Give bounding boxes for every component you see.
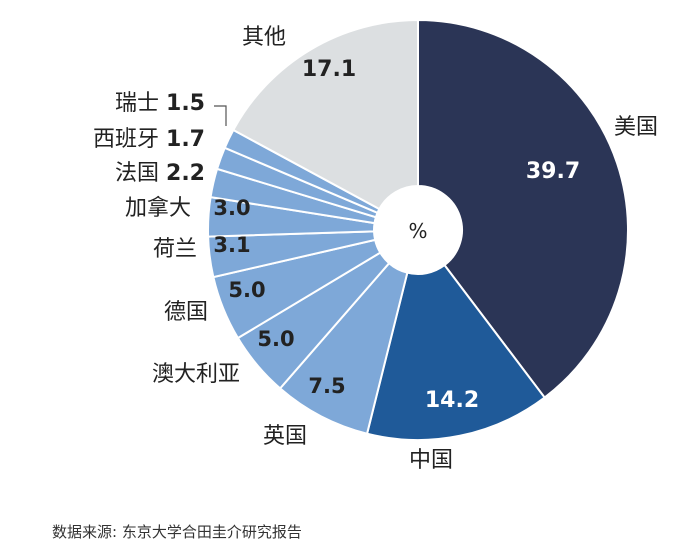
category-value: 1.5 — [166, 91, 205, 116]
category-label-7: 加拿大 — [125, 195, 191, 221]
value-label-11: 17.1 — [302, 57, 356, 82]
category-name: 瑞士 — [115, 91, 166, 116]
value-label-1: 39.7 — [526, 159, 580, 184]
pie-slice-1 — [417, 18, 629, 399]
category-label-9: 西班牙 1.7 — [93, 127, 205, 152]
category-label-10: 瑞士 1.5 — [115, 91, 205, 116]
value-label-2: 14.2 — [425, 388, 479, 413]
pie-slices — [207, 18, 629, 441]
category-label-6: 荷兰 — [153, 237, 197, 262]
leader-line — [214, 105, 227, 126]
value-label-5: 5.0 — [228, 278, 265, 302]
category-name: 西班牙 — [93, 127, 166, 152]
category-value: 2.2 — [166, 161, 205, 186]
pie-slice-2 — [365, 263, 547, 441]
source-note: 数据来源: 东京大学合田圭介研究报告 — [52, 523, 302, 541]
category-label-11: 其他 — [242, 25, 286, 50]
category-label-1: 美国 — [614, 115, 658, 140]
center-label: % — [408, 219, 427, 243]
category-label-8: 法国 2.2 — [115, 161, 205, 186]
category-label-3: 英国 — [263, 424, 307, 449]
category-label-2: 中国 — [409, 448, 453, 473]
value-label-6: 3.1 — [213, 233, 250, 257]
value-label-3: 7.5 — [308, 374, 345, 398]
pie-slice-11 — [231, 18, 419, 211]
category-name: 法国 — [115, 161, 166, 186]
pie-slice-3 — [278, 261, 409, 435]
category-label-5: 德国 — [164, 300, 208, 325]
value-label-4: 5.0 — [257, 327, 294, 351]
category-label-4: 澳大利亚 — [152, 362, 240, 387]
category-value: 1.7 — [166, 127, 205, 152]
value-label-7: 3.0 — [213, 196, 250, 220]
